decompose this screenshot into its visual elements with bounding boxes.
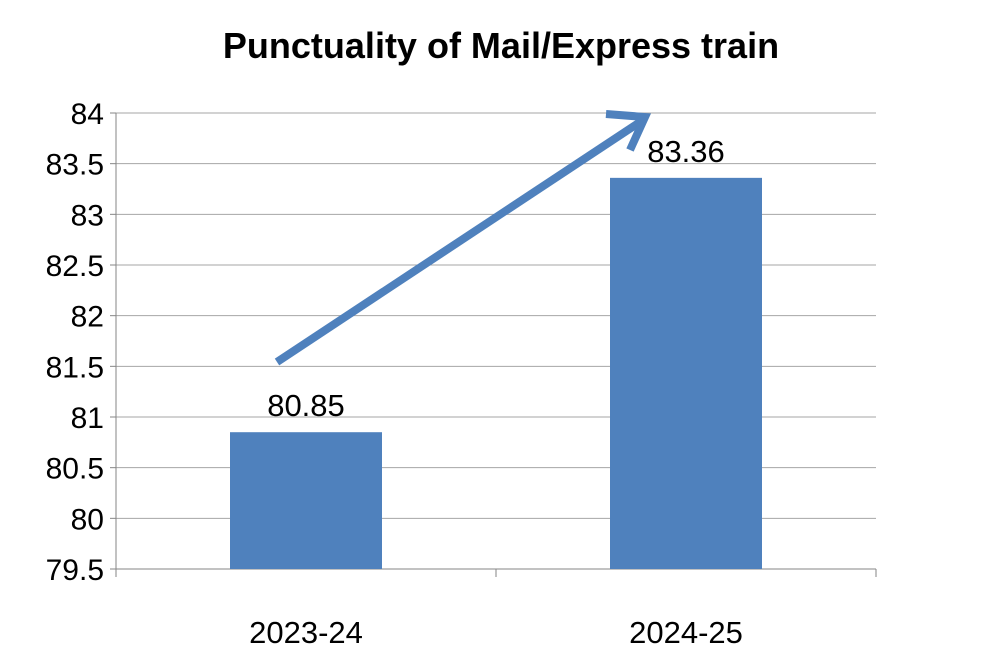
y-tick-label: 84 [71,98,104,131]
trend-arrow-shaft [274,118,643,366]
chart-title: Punctuality of Mail/Express train [223,25,779,66]
y-tick-label: 80.5 [46,453,104,486]
data-label: 80.85 [267,388,345,423]
y-tick-label: 80 [71,503,104,536]
x-tick-label: 2023-24 [249,615,363,650]
bars [230,177,762,569]
x-tick-label: 2024-25 [629,615,743,650]
y-tick-label: 81 [71,402,104,435]
y-tick-label: 82 [71,301,104,334]
bar [610,177,762,569]
data-label: 83.36 [647,134,725,169]
data-labels: 80.85 83.36 [267,134,725,423]
bar [230,432,382,569]
category-labels: 2023-24 2024-25 [249,615,743,650]
y-axis-ticks: 79.5 80 80.5 81 81.5 82 82.5 83 83.5 84 [46,98,104,587]
y-tick-label: 81.5 [46,351,104,384]
y-tick-label: 82.5 [46,250,104,283]
y-tick-label: 83.5 [46,149,104,182]
trend-annotation [274,110,652,366]
y-tick-label: 83 [71,199,104,232]
trend-arrow-head [605,110,652,152]
y-tick-label: 79.5 [46,554,104,587]
